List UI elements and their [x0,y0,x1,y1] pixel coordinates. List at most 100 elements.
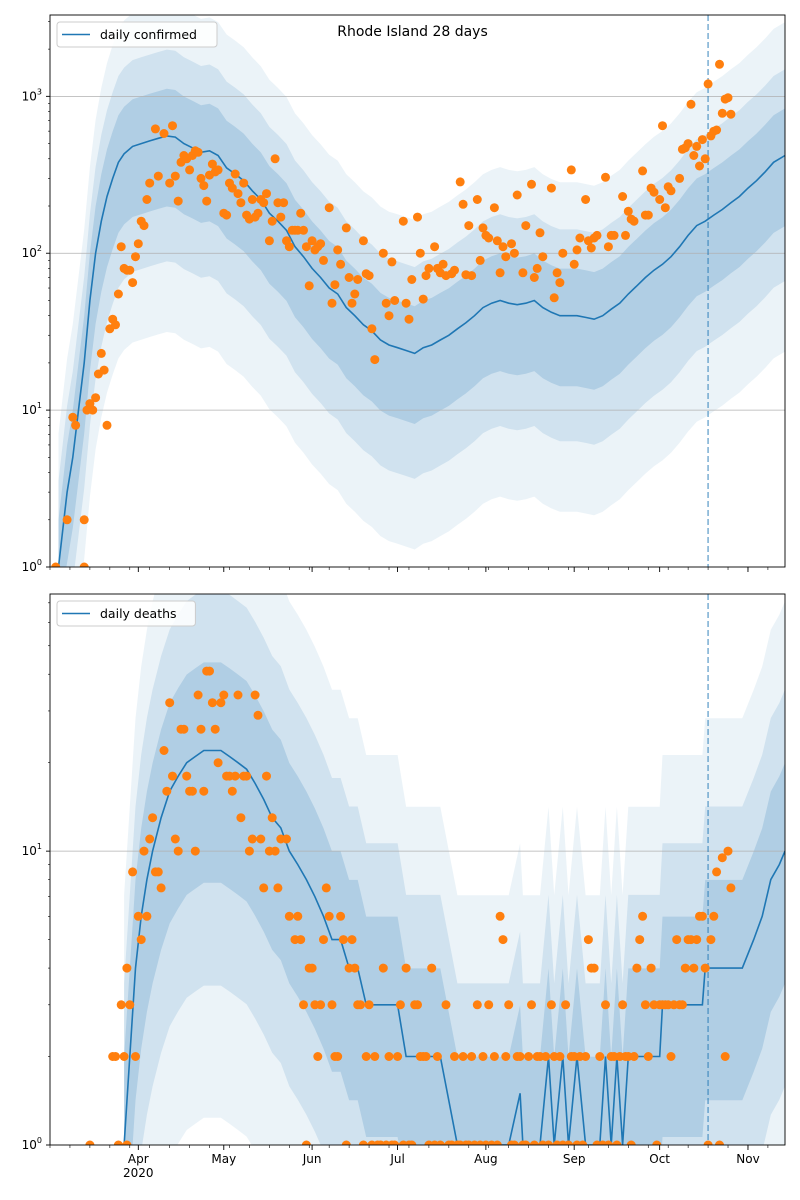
data-point [145,178,155,188]
data-point [150,124,160,134]
data-point [350,289,360,299]
data-point [364,1000,374,1010]
data-point [700,154,710,164]
data-point [239,178,249,188]
data-point [116,1000,126,1010]
data-point [509,1140,519,1145]
data-point [458,199,468,209]
x-tick-label: Sep [563,1152,586,1166]
data-point [629,1052,639,1061]
data-point [79,562,89,567]
data-point [279,198,289,208]
data-point [697,911,707,921]
data-point [125,1000,135,1010]
data-point [196,724,206,734]
data-point [193,690,203,700]
data-point [293,911,303,921]
data-point [102,420,112,430]
data-point [703,79,713,89]
x-tick-label: Nov [736,1152,759,1166]
data-point [384,1052,394,1061]
data-point [692,935,702,945]
data-point [527,179,536,189]
data-point [321,883,331,893]
data-point [233,189,243,199]
data-point [492,236,502,246]
data-point [564,1140,573,1145]
data-point [68,412,78,422]
data-point [259,198,269,208]
data-point [319,255,328,265]
data-point [467,271,477,281]
data-point [535,228,545,238]
data-point [250,690,260,700]
data-point [116,242,126,252]
data-point [430,242,440,252]
data-point [165,698,175,708]
data-point [113,289,123,299]
data-point [395,1000,405,1010]
data-point [199,786,209,796]
data-point [432,1052,442,1061]
data-point [304,281,314,291]
data-point [418,294,428,304]
data-point [692,141,702,151]
data-point [159,746,169,755]
data-point [566,165,576,175]
x-year-label: 2020 [123,1166,154,1180]
data-point [381,298,391,308]
data-point [618,192,628,201]
data-point [589,963,599,973]
data-point [276,212,286,222]
data-point [552,268,562,278]
data-point [478,223,488,233]
data-point [697,135,707,145]
data-point [122,1140,132,1145]
data-point [353,275,363,284]
data-point [196,173,206,183]
data-point [370,355,380,365]
data-point [210,724,220,734]
data-point [601,172,610,182]
data-point [538,252,548,262]
x-tick-label: Aug [474,1152,497,1166]
data-point [199,181,209,191]
data-point [230,169,240,179]
data-point [726,883,736,893]
data-point [159,129,169,138]
series-line [123,749,785,1145]
data-point [282,834,291,844]
data-point [723,846,733,856]
data-point [307,963,317,973]
data-point [142,911,152,921]
data-point [703,1140,713,1145]
data-point [478,1052,488,1061]
data-point [700,963,710,973]
data-point [296,935,306,945]
data-point [561,1000,571,1010]
data-point [501,252,511,262]
data-point [609,230,619,240]
data-point [689,963,699,973]
y-tick-label: 102 [22,244,42,260]
data-point [384,311,394,321]
data-point [723,93,733,103]
data-point [555,278,565,288]
data-point [621,230,630,240]
data-point [344,273,354,282]
data-point [649,187,659,197]
data-point [413,1000,422,1010]
data-point [236,813,246,823]
data-point [578,1140,588,1145]
legend: daily deaths [56,600,196,627]
data-point [498,242,508,252]
data-point [193,147,203,157]
data-point [96,348,106,358]
data-point [91,393,101,403]
data-point [270,154,280,164]
data-point [572,245,582,255]
data-point [686,99,696,109]
data-point [595,1052,605,1061]
data-point [133,239,143,249]
data-point [544,1140,553,1145]
